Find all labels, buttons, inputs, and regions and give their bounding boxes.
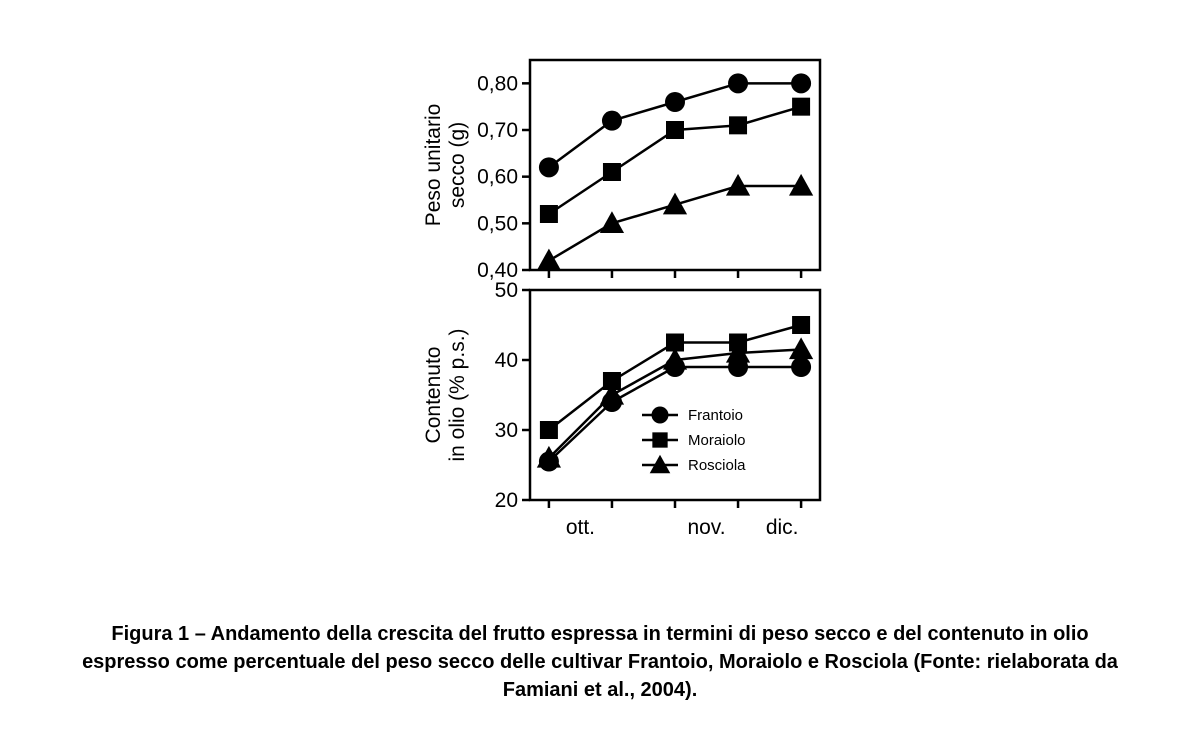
svg-text:40: 40 (495, 349, 518, 372)
svg-text:secco (g): secco (g) (446, 122, 469, 208)
svg-text:ott.: ott. (566, 516, 595, 539)
svg-text:0,80: 0,80 (477, 72, 518, 95)
svg-text:20: 20 (495, 489, 518, 512)
svg-text:30: 30 (495, 419, 518, 442)
svg-text:Rosciola: Rosciola (688, 457, 746, 474)
svg-text:in olio (% p.s.): in olio (% p.s.) (446, 328, 469, 461)
svg-text:Moraiolo: Moraiolo (688, 432, 746, 449)
svg-text:50: 50 (495, 279, 518, 302)
svg-text:0,60: 0,60 (477, 166, 518, 189)
svg-text:Peso unitario: Peso unitario (422, 104, 445, 227)
figure-caption: Figura 1 – Andamento della crescita del … (80, 620, 1120, 704)
svg-text:0,70: 0,70 (477, 119, 518, 142)
chart-svg: 0,400,500,600,700,80Peso unitariosecco (… (340, 30, 860, 590)
svg-text:0,50: 0,50 (477, 212, 518, 235)
svg-text:Frantoio: Frantoio (688, 407, 743, 424)
chart-container: 0,400,500,600,700,80Peso unitariosecco (… (340, 30, 860, 595)
svg-text:Contenuto: Contenuto (422, 347, 445, 444)
svg-text:dic.: dic. (766, 516, 799, 539)
svg-text:nov.: nov. (687, 516, 725, 539)
